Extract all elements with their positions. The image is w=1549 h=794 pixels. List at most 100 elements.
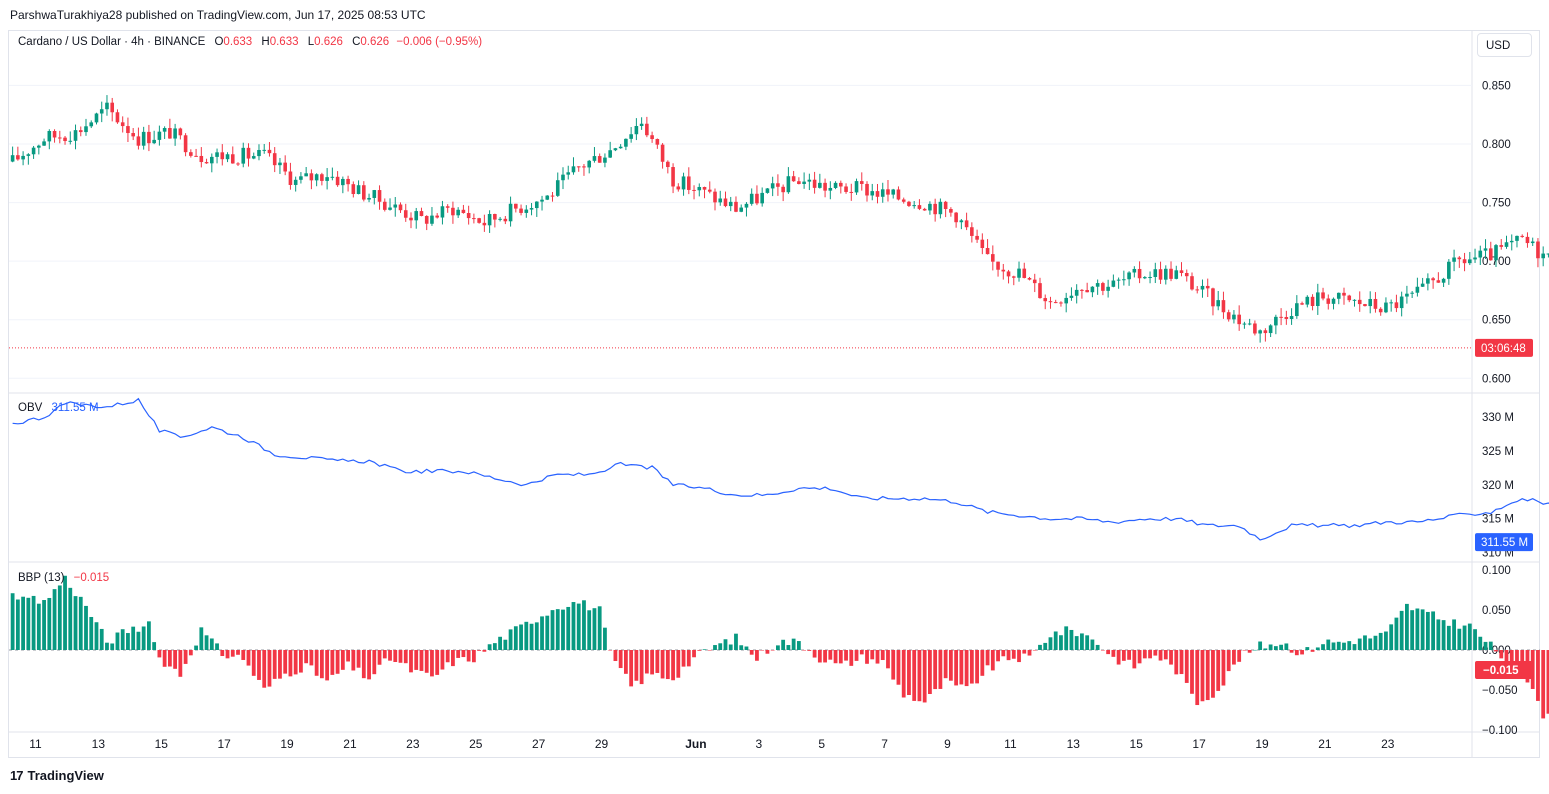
candle-body: [493, 214, 497, 220]
bbp-bar: [1373, 635, 1378, 650]
bbp-bar: [461, 650, 466, 658]
bbp-bar: [1405, 603, 1409, 650]
candle-body: [645, 123, 649, 136]
bbp-bar: [1205, 650, 1210, 701]
bbp-bar: [576, 603, 581, 650]
bbp-bar: [1163, 650, 1168, 660]
bbp-last-label: −0.015: [1483, 665, 1519, 677]
bbp-bar: [309, 650, 314, 666]
bbp-bar: [68, 587, 73, 650]
currency-button[interactable]: USD: [1477, 33, 1532, 57]
candle-body: [744, 203, 749, 208]
candle-body: [47, 130, 52, 142]
candle-body: [508, 203, 513, 222]
candle-body: [1163, 268, 1168, 280]
candle-body: [330, 176, 335, 178]
candle-body: [1488, 248, 1493, 261]
tradingview-brand[interactable]: 17 TradingView: [10, 768, 104, 783]
bbp-bar: [1111, 650, 1116, 657]
candle-body: [84, 126, 88, 133]
candle-body: [833, 182, 838, 188]
bbp-bar: [414, 650, 419, 670]
candle-body: [975, 235, 979, 240]
price-tick-label: 0.750: [1482, 198, 1511, 210]
candle-body: [1221, 300, 1226, 313]
bbp-bar: [424, 650, 429, 673]
candle-body: [1546, 253, 1549, 255]
candle-body: [487, 214, 492, 226]
bbp-bar: [1006, 650, 1011, 661]
bbp-bar: [954, 650, 959, 686]
bbp-bar: [335, 650, 340, 674]
high-value: 0.633: [269, 36, 299, 48]
candle-body: [246, 147, 251, 159]
candle-body: [1342, 292, 1346, 296]
candle-body: [335, 176, 340, 186]
bbp-bar: [1100, 650, 1105, 651]
candle-body: [451, 207, 455, 216]
candle-body: [57, 137, 62, 139]
bbp-bar: [173, 650, 178, 669]
candle-body: [1184, 273, 1189, 277]
bbp-bar: [561, 609, 565, 650]
bbp-bar: [435, 650, 440, 675]
bbp-bar: [1389, 624, 1394, 650]
bbp-bar: [1467, 623, 1472, 650]
bbp-bar: [451, 650, 455, 667]
candle-body: [1509, 240, 1514, 243]
bbp-bar: [99, 628, 104, 650]
grid-lines: [9, 31, 1539, 757]
candle-body: [320, 174, 324, 181]
bbp-bar: [1148, 650, 1152, 659]
bbp-value: −0.015: [73, 572, 110, 584]
symbol-title[interactable]: Cardano / US Dollar · 4h · BINANCE: [18, 36, 206, 48]
bbp-bar: [1541, 650, 1546, 719]
candle-body: [875, 191, 880, 197]
last-price-label-bg: [1475, 338, 1533, 357]
candle-body: [880, 189, 885, 197]
bbp-bar: [199, 627, 204, 650]
bbp-bar: [1352, 644, 1357, 650]
candle-body: [477, 218, 481, 223]
bbp-bar: [105, 642, 109, 650]
bbp-bar: [629, 650, 634, 687]
bbp-legend[interactable]: BBP (13) −0.015: [18, 572, 109, 584]
bbp-bar: [141, 626, 146, 650]
bbp-bar: [692, 650, 696, 658]
candle-body: [503, 218, 508, 222]
candle-body: [1211, 288, 1215, 307]
candle-body: [73, 130, 78, 141]
candle-body: [147, 131, 151, 144]
candle-body: [456, 209, 460, 216]
bbp-bar: [246, 650, 251, 666]
bbp-bar: [1048, 637, 1053, 650]
open-value: 0.633: [223, 36, 253, 48]
bbp-bar: [660, 650, 665, 679]
candle-body: [891, 189, 896, 195]
bbp-bar: [1436, 619, 1441, 650]
bbp-bar: [466, 650, 471, 662]
candle-body: [288, 171, 293, 185]
candle-body: [63, 137, 67, 142]
bbp-bar: [723, 639, 728, 650]
bbp-bar: [36, 603, 41, 650]
bbp-bar: [1153, 650, 1158, 656]
bbp-bar: [1221, 650, 1226, 686]
bbp-bar: [325, 650, 330, 681]
bbp-bar: [1190, 650, 1194, 694]
bbp-bar: [765, 650, 770, 654]
bbp-bar: [1232, 650, 1236, 665]
candle-body: [1373, 298, 1378, 309]
bbp-bar: [63, 575, 67, 650]
candle-body: [755, 193, 759, 204]
candle-body: [435, 215, 439, 218]
price-tick-label: 0.800: [1482, 139, 1511, 151]
candle-body: [1394, 302, 1399, 309]
candle-body: [781, 186, 785, 193]
bbp-bar: [1342, 642, 1346, 650]
time-tick-label: 13: [1067, 737, 1081, 751]
bbp-bar: [707, 650, 712, 651]
bbp-bar: [545, 615, 550, 650]
obv-legend[interactable]: OBV 311.55 M: [18, 402, 99, 414]
